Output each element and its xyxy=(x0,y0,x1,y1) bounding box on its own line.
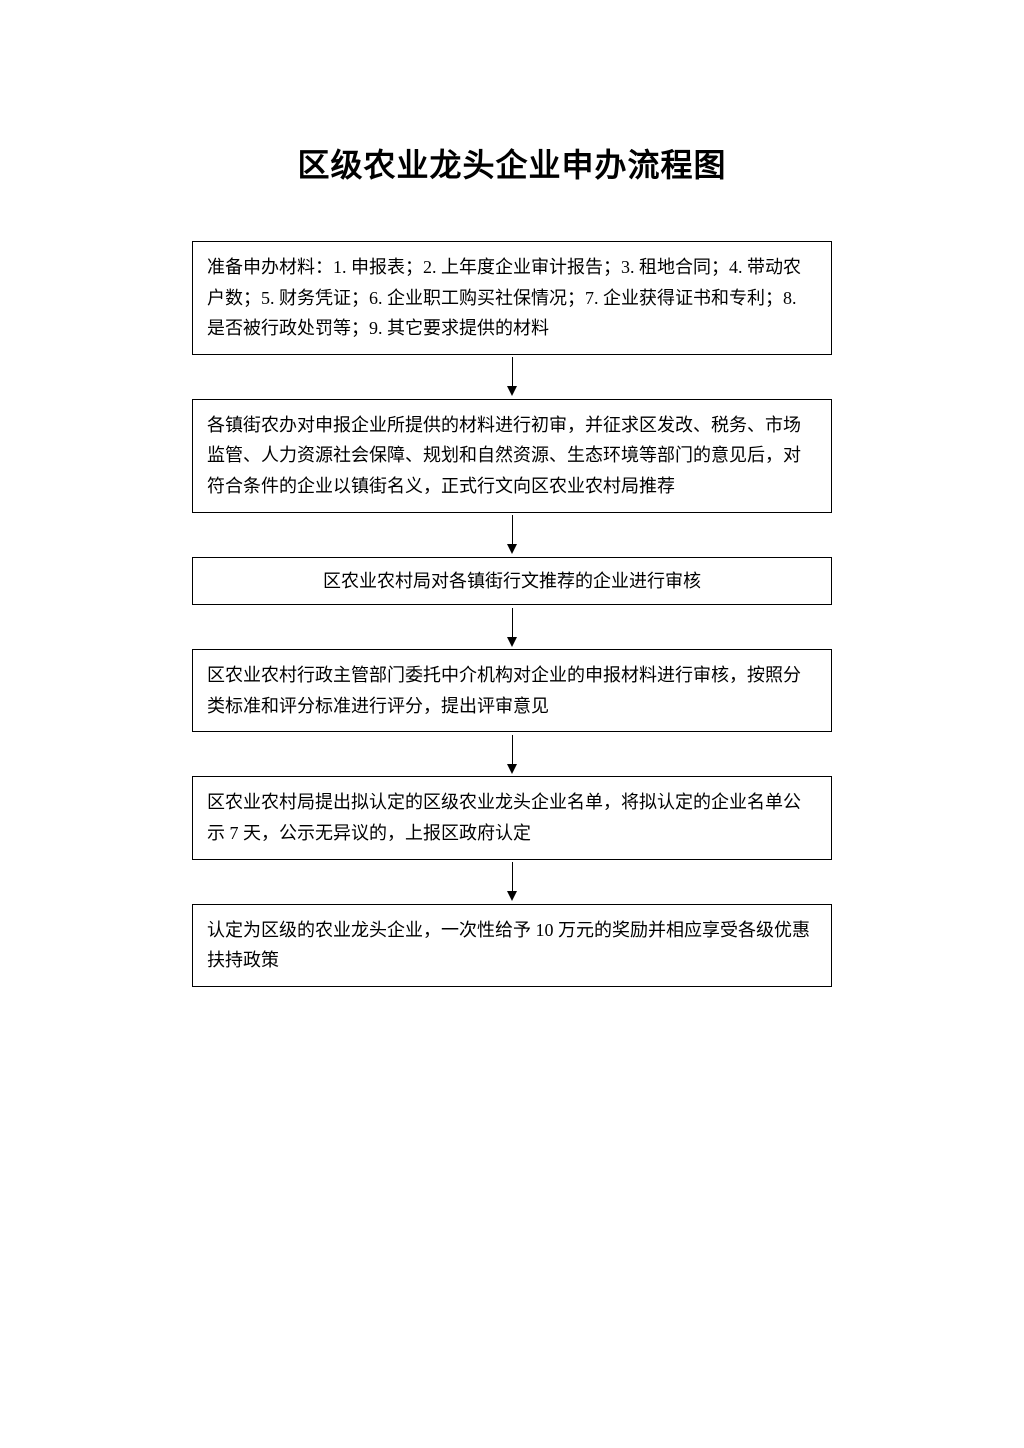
step-text: 区农业农村行政主管部门委托中介机构对企业的申报材料进行审核，按照分类标准和评分标… xyxy=(207,665,801,716)
arrow-head-icon xyxy=(507,386,517,396)
step-box-2: 各镇街农办对申报企业所提供的材料进行初审，并征求区发改、税务、市场监管、人力资源… xyxy=(192,399,832,513)
arrow-head-icon xyxy=(507,764,517,774)
step-box-3: 区农业农村局对各镇街行文推荐的企业进行审核 xyxy=(192,557,832,606)
step-box-5: 区农业农村局提出拟认定的区级农业龙头企业名单，将拟认定的企业名单公示 7 天，公… xyxy=(192,776,832,859)
step-text: 区农业农村局提出拟认定的区级农业龙头企业名单，将拟认定的企业名单公示 7 天，公… xyxy=(207,792,801,843)
arrow-head-icon xyxy=(507,891,517,901)
arrow-line xyxy=(512,608,513,638)
step-text: 认定为区级的农业龙头企业，一次性给予 10 万元的奖励并相应享受各级优惠扶持政策 xyxy=(207,920,810,971)
step-box-1: 准备申办材料：1. 申报表；2. 上年度企业审计报告；3. 租地合同；4. 带动… xyxy=(192,241,832,355)
flowchart-title: 区级农业龙头企业申办流程图 xyxy=(180,140,844,186)
arrow-connector xyxy=(507,355,517,399)
arrow-head-icon xyxy=(507,544,517,554)
step-box-6: 认定为区级的农业龙头企业，一次性给予 10 万元的奖励并相应享受各级优惠扶持政策 xyxy=(192,904,832,987)
arrow-connector xyxy=(507,860,517,904)
step-text: 准备申办材料：1. 申报表；2. 上年度企业审计报告；3. 租地合同；4. 带动… xyxy=(207,257,801,338)
step-box-4: 区农业农村行政主管部门委托中介机构对企业的申报材料进行审核，按照分类标准和评分标… xyxy=(192,649,832,732)
arrow-head-icon xyxy=(507,637,517,647)
arrow-line xyxy=(512,862,513,892)
arrow-connector xyxy=(507,732,517,776)
flowchart: 准备申办材料：1. 申报表；2. 上年度企业审计报告；3. 租地合同；4. 带动… xyxy=(180,241,844,987)
arrow-line xyxy=(512,735,513,765)
arrow-line xyxy=(512,515,513,545)
step-text: 各镇街农办对申报企业所提供的材料进行初审，并征求区发改、税务、市场监管、人力资源… xyxy=(207,415,801,496)
page-container: 区级农业龙头企业申办流程图 准备申办材料：1. 申报表；2. 上年度企业审计报告… xyxy=(0,0,1024,987)
arrow-line xyxy=(512,357,513,387)
step-text: 区农业农村局对各镇街行文推荐的企业进行审核 xyxy=(323,571,701,591)
arrow-connector xyxy=(507,605,517,649)
arrow-connector xyxy=(507,513,517,557)
